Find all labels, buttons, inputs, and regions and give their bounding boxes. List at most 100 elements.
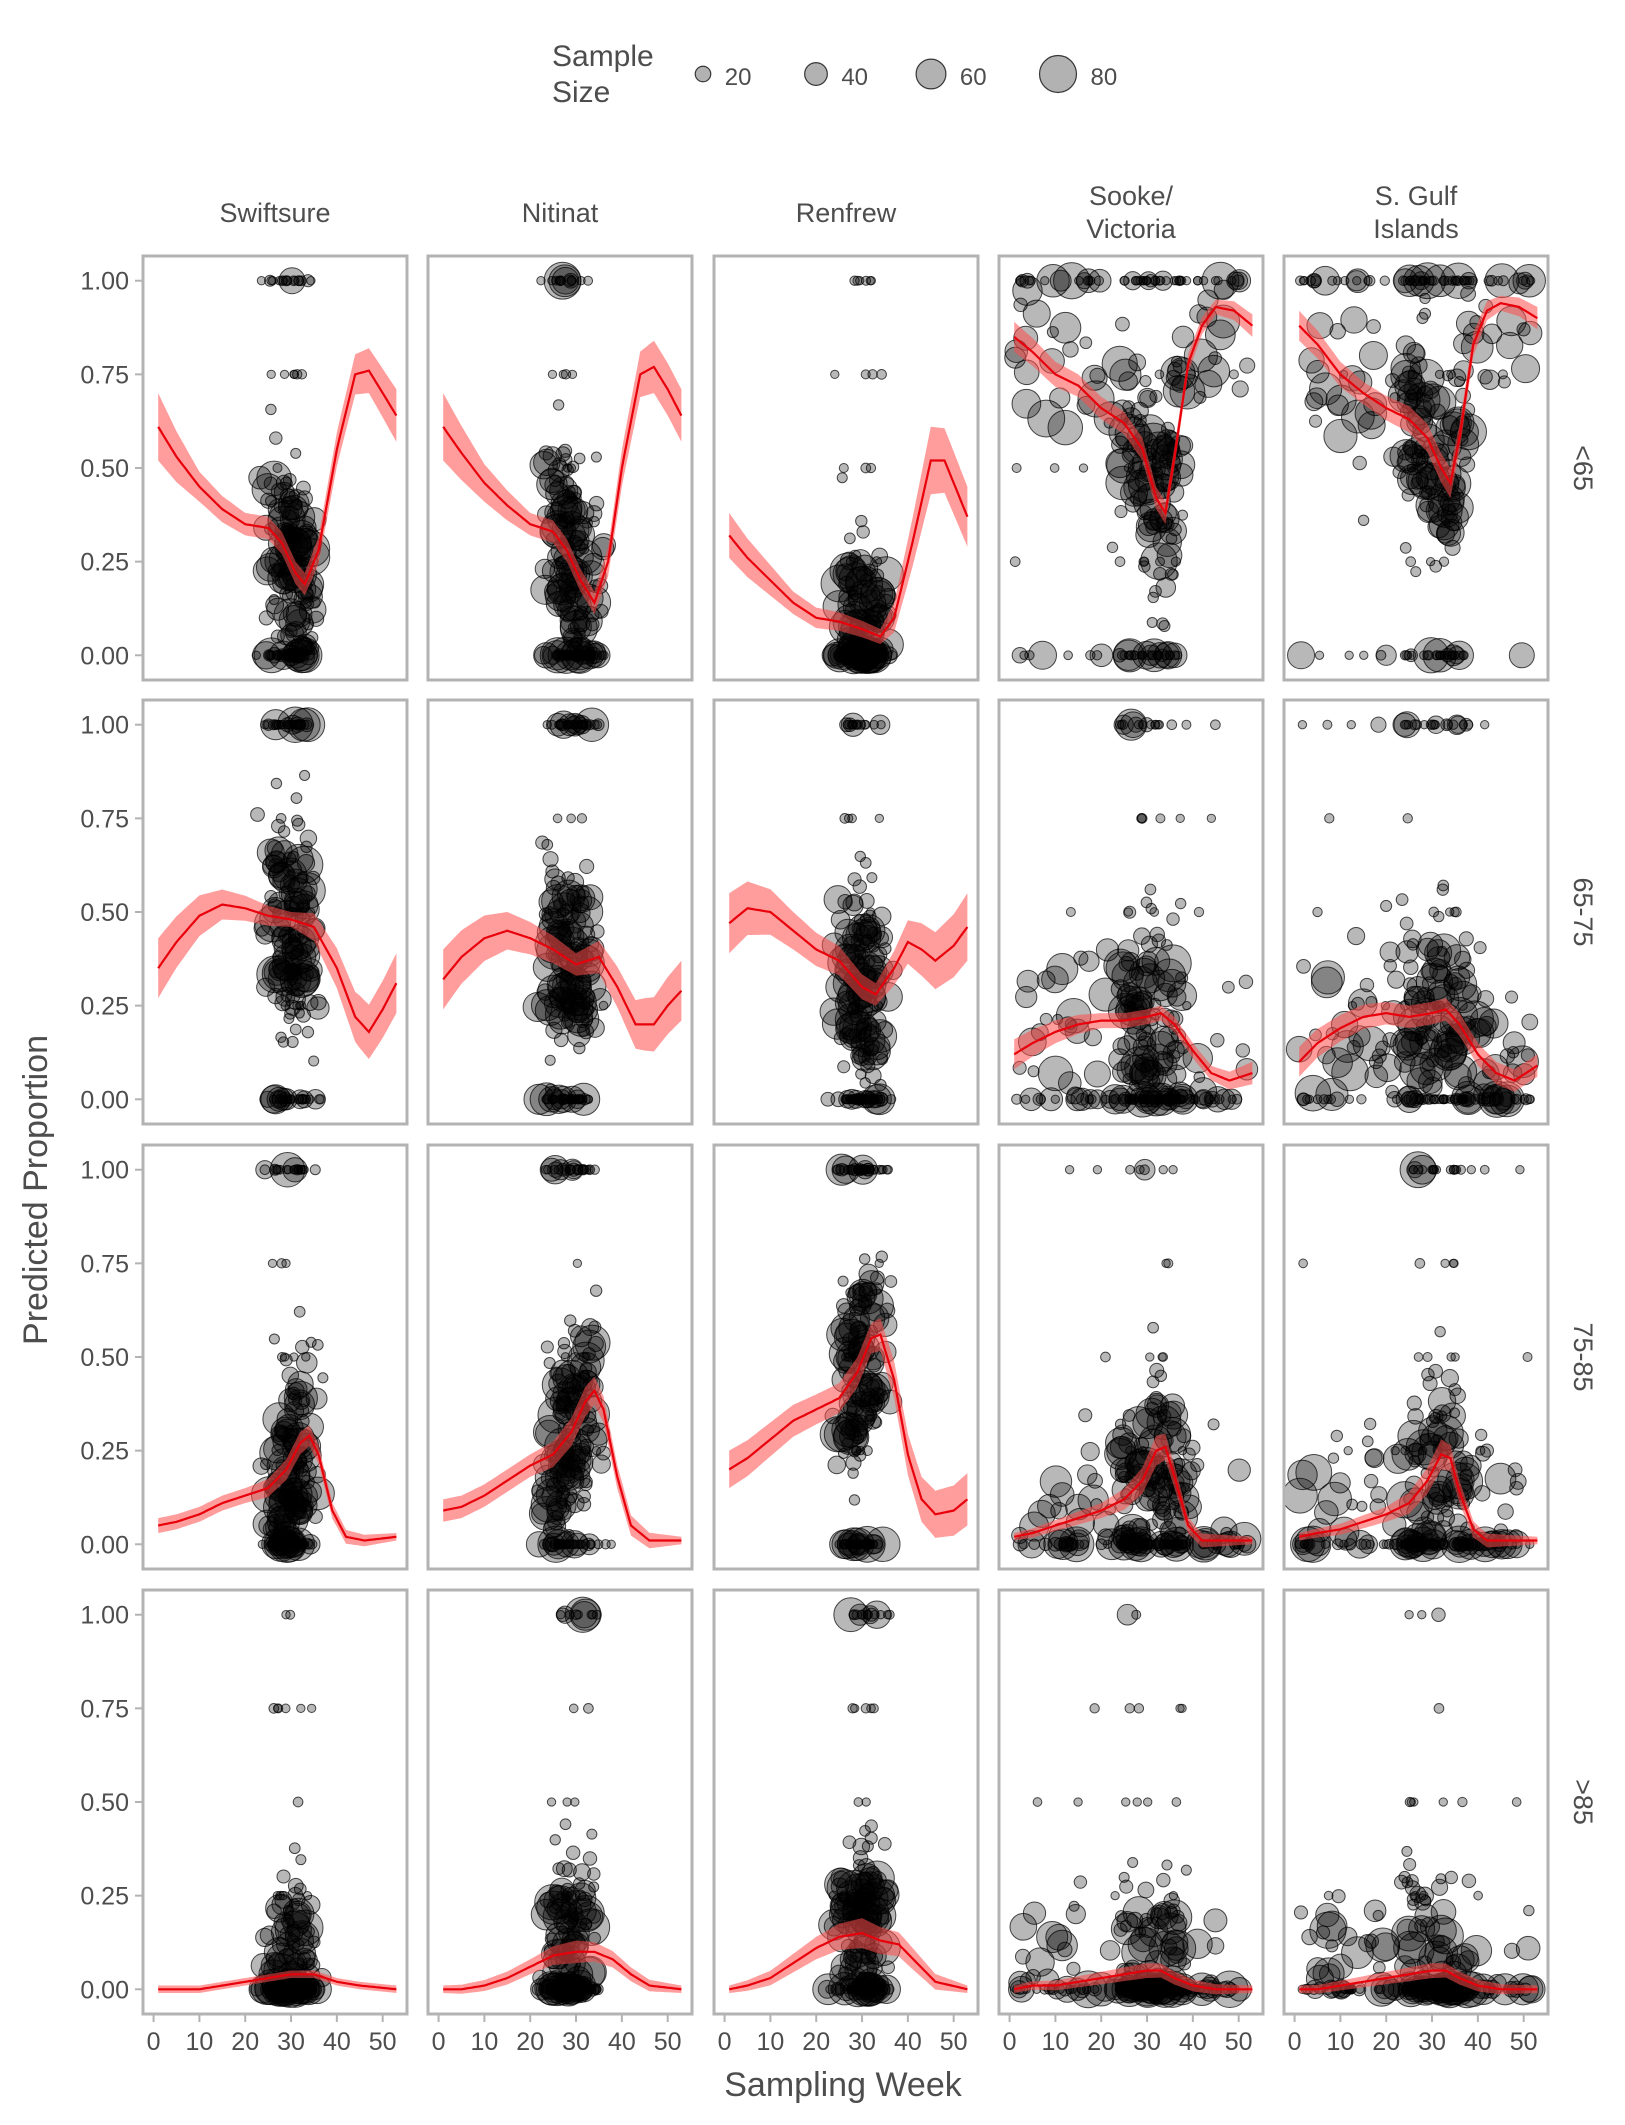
sample-point [1161,276,1171,286]
sample-point [541,640,573,671]
sample-point [1433,1703,1445,1714]
sample-point [1401,719,1412,730]
sample-point [1406,1395,1422,1411]
sample-point [1438,276,1448,286]
sample-point [1403,959,1419,975]
fitted-line [442,929,683,1026]
sample-point [1331,1889,1346,1904]
sample-point [1116,1462,1135,1481]
sample-point [851,1295,872,1316]
sample-point [1115,708,1148,741]
sample-point [1316,1925,1331,1940]
sample-point [1075,272,1094,290]
sample-point [1508,272,1531,295]
sample-point [591,718,605,732]
sample-point [1401,1845,1413,1857]
sample-point [1297,720,1308,730]
sample-point [1065,906,1076,918]
column-strip-labels: Swiftsure Nitinat RenfrewSooke/VictoriaS. … [219,181,1458,244]
sample-point [546,1497,570,1521]
y-tick-label: 0.25 [80,1438,129,1466]
sample-point [265,495,278,508]
sample-point [1156,1872,1171,1888]
sample-point [1343,1445,1353,1456]
sample-point [843,813,854,824]
sample-point [1357,514,1370,527]
sample-point [1177,1957,1192,1971]
sample-point [266,840,283,857]
sample-point [1089,367,1106,384]
sample-point [1121,1797,1131,1807]
sample-point [1135,1028,1148,1041]
sample-point [1518,320,1543,346]
sample-point [297,1094,307,1104]
sample-point [534,558,555,579]
sample-point [1386,1091,1403,1108]
row-strip-label: >85 [1568,1779,1598,1825]
sample-point [1193,1071,1206,1083]
sample-point [556,1890,566,1901]
panel-border [712,254,980,682]
sample-point [1499,1048,1516,1064]
sample-point [1477,990,1495,1008]
sample-point [290,447,302,459]
sample-point [536,276,546,286]
sample-point [1015,985,1038,1009]
sample-point [841,1352,851,1362]
sample-point [293,965,321,993]
sample-point [1423,264,1457,298]
sample-point [1422,1375,1438,1392]
facet-panel [997,1588,1265,2016]
sample-point [287,1382,305,1400]
sample-point [1172,359,1187,374]
sample-point [1395,335,1416,356]
sample-point [1411,271,1431,291]
sample-point [1416,312,1429,325]
sample-point [585,617,600,632]
sample-point [1105,465,1140,501]
sample-point [1429,1094,1439,1104]
x-tick-label: 30 [562,2028,590,2056]
panel-border [997,1143,1265,1571]
x-tick-label: 0 [432,2028,446,2056]
sample-point [1515,1935,1541,1961]
sample-point [1125,1164,1135,1175]
sample-point [1438,1797,1448,1807]
sample-point [277,627,295,646]
sample-point [1068,1900,1080,1912]
sample-point [1479,369,1501,391]
sample-point [1451,906,1462,918]
sample-point [564,650,574,660]
sample-point [573,1984,583,1994]
sample-point [542,645,562,665]
sample-point [1448,715,1467,734]
sample-point [826,1317,860,1352]
sample-point [1330,1429,1344,1443]
y-tick-label: 0.00 [80,1086,129,1114]
sample-point [1151,1907,1163,1919]
sample-point [1379,275,1390,286]
sample-point [856,1093,868,1105]
sample-point [1009,556,1021,567]
facet-panel [426,1143,694,1571]
sample-point [1128,353,1147,372]
sample-point [283,1012,295,1025]
sample-point [1109,358,1142,391]
sample-point [588,1320,602,1334]
sample-point [1327,275,1338,286]
sample-point [1143,1797,1153,1807]
sample-point [1385,373,1400,388]
y-tick-label: 0.50 [80,455,129,483]
sample-point [839,1947,863,1971]
sample-point [585,649,597,661]
sample-point [1093,275,1105,286]
sample-point [552,813,563,824]
sample-point [1163,518,1175,531]
sample-point [887,650,898,661]
sample-point [267,1258,278,1269]
sample-point [1344,1094,1355,1104]
sample-point [1402,813,1413,824]
sample-point [1156,437,1180,461]
sample-point [1228,369,1239,380]
sample-point [849,275,860,286]
